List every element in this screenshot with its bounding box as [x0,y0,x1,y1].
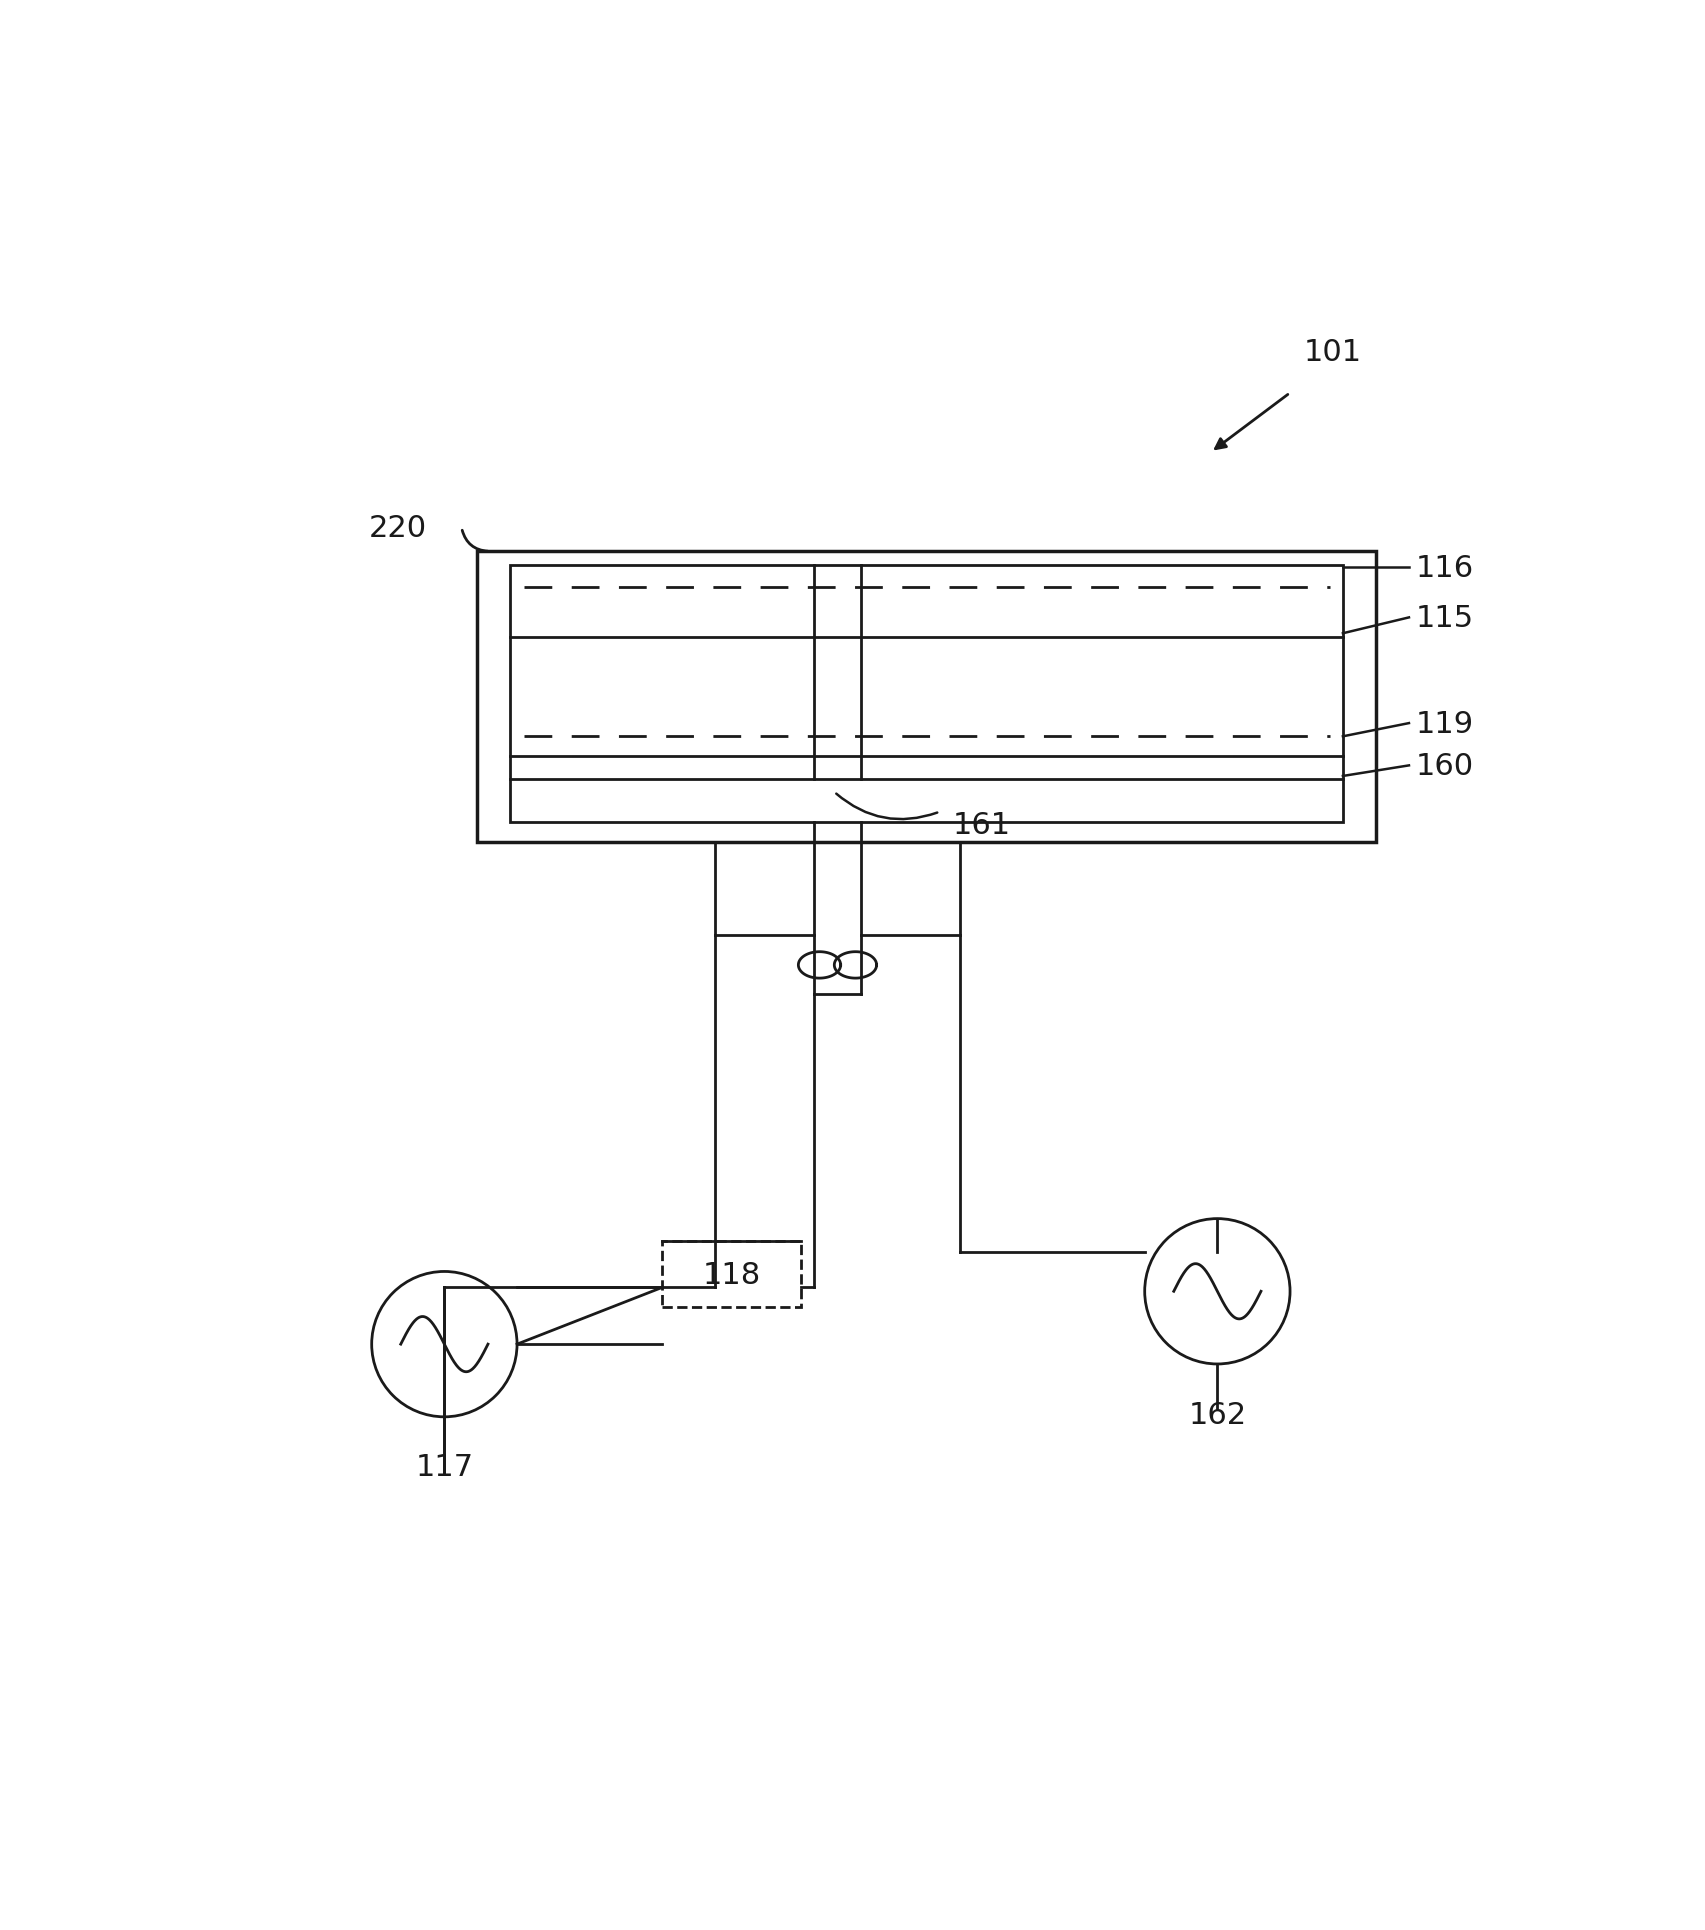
Text: 101: 101 [1303,338,1361,367]
Text: 115: 115 [1415,604,1473,633]
Bar [477,552,1376,843]
Text: 220: 220 [368,513,428,542]
Text: 116: 116 [1415,554,1473,583]
Text: 118: 118 [702,1260,760,1289]
Bar [662,1241,801,1307]
Text: 162: 162 [1188,1399,1246,1428]
Text: 119: 119 [1415,708,1473,737]
Text: 160: 160 [1415,751,1473,780]
Text: 117: 117 [416,1453,474,1482]
Text: 161: 161 [953,811,1011,840]
Bar [510,565,1344,822]
